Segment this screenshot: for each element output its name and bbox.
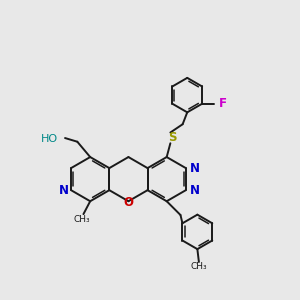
Text: N: N <box>190 184 200 197</box>
Text: N: N <box>58 184 69 197</box>
Text: HO: HO <box>41 134 58 144</box>
Text: CH₃: CH₃ <box>190 262 207 272</box>
Text: F: F <box>219 97 227 110</box>
Text: O: O <box>123 196 134 209</box>
Text: S: S <box>168 130 176 144</box>
Text: N: N <box>190 162 200 175</box>
Text: CH₃: CH₃ <box>73 214 90 224</box>
